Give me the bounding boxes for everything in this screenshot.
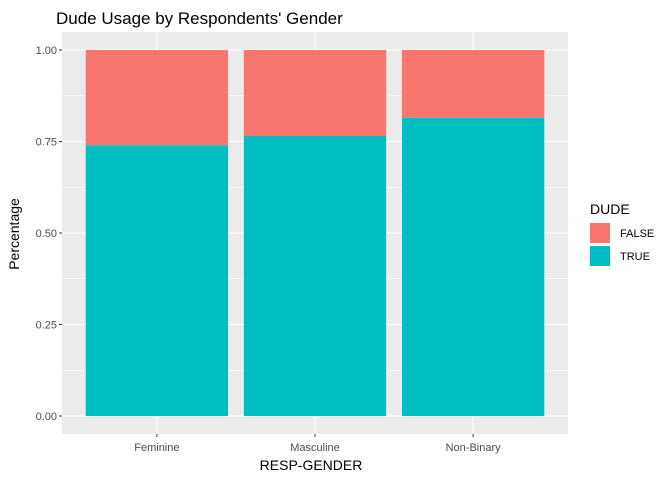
y-tick-label: 0.25 <box>36 320 57 332</box>
y-tick-label: 0.50 <box>36 228 57 240</box>
x-tick-label: Feminine <box>134 442 179 454</box>
bar-false <box>243 50 387 137</box>
y-tick-label: 0.75 <box>36 137 57 149</box>
y-axis-title: Percentage <box>6 198 22 270</box>
bar-false <box>401 50 545 118</box>
chart-title: Dude Usage by Respondents' Gender <box>56 9 343 28</box>
bar-true <box>243 136 387 416</box>
y-tick-label: 0.00 <box>36 411 57 423</box>
bars <box>85 50 545 417</box>
x-tick-label: Non-Binary <box>446 442 502 454</box>
legend-key-true <box>590 246 610 266</box>
bar-true <box>85 145 229 416</box>
legend-key-false <box>590 223 610 243</box>
x-tick-label: Masculine <box>290 442 340 454</box>
x-axis-title: RESP-GENDER <box>260 457 363 473</box>
bar-false <box>85 50 229 146</box>
bar-true <box>401 117 545 417</box>
legend-label: TRUE <box>620 251 650 263</box>
legend-label: FALSE <box>620 228 654 240</box>
legend-title: DUDE <box>590 201 630 217</box>
legend: DUDE FALSE TRUE <box>590 201 654 266</box>
y-tick-label: 1.00 <box>36 45 57 57</box>
y-axis-ticks: 0.00 0.25 0.50 0.75 1.00 <box>36 45 62 423</box>
x-axis-ticks: Feminine Masculine Non-Binary <box>134 434 501 454</box>
